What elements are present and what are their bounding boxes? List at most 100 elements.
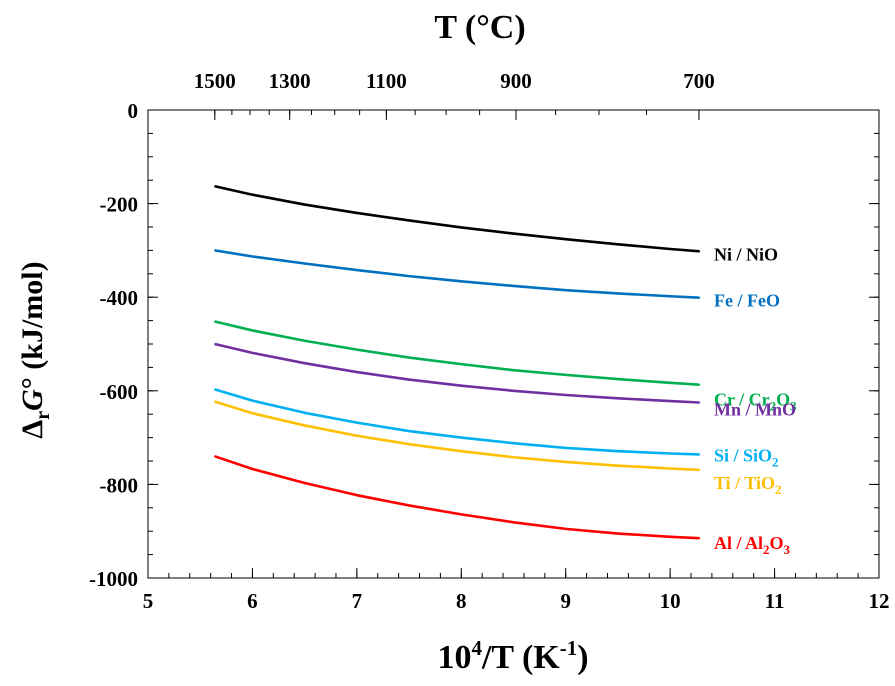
series-label: Mn / MnO — [714, 400, 796, 420]
y-tick-label: -400 — [100, 286, 139, 310]
series-point — [408, 378, 410, 381]
x-axis-label-end: ) — [577, 639, 588, 676]
series-point — [512, 390, 515, 392]
series-point — [251, 255, 254, 258]
series-point — [356, 494, 358, 496]
series-label-part: 2 — [775, 482, 782, 497]
x-tick-label: 7 — [352, 589, 363, 613]
series-point — [214, 343, 216, 345]
series-label-part: 2 — [770, 399, 777, 414]
series-point — [512, 456, 515, 459]
y-axis-label-deg: ° — [16, 377, 49, 389]
series-label: Fe / FeO — [714, 291, 780, 311]
series-point — [669, 467, 671, 470]
y-axis-label-g: G — [16, 389, 49, 411]
series-label-part: Ni / NiO — [714, 244, 778, 264]
series-point — [303, 262, 306, 265]
series-label-part: Cr / Cr — [714, 390, 770, 410]
y-axis-label-rest: (kJ/mol) — [16, 261, 49, 377]
top-tick-label: 1300 — [269, 69, 311, 93]
x-tick-label: 9 — [560, 589, 571, 613]
x-tick-label: 12 — [869, 589, 890, 613]
series-label: Ni / NiO — [714, 244, 778, 264]
series-label-part: Al / Al — [714, 533, 763, 553]
series-label-part: 2 — [763, 542, 770, 557]
plot-frame — [147, 109, 880, 579]
series-point — [408, 356, 410, 359]
series-label-part: 3 — [790, 399, 797, 414]
series-label-part: Si / SiO — [714, 445, 772, 465]
y-tick-label: -800 — [100, 473, 139, 497]
series-point — [460, 513, 463, 516]
series-point — [214, 185, 216, 188]
top-tick-label: 900 — [500, 69, 532, 93]
series-point — [303, 411, 306, 414]
x-tick-label: 11 — [765, 589, 785, 613]
series-point — [617, 464, 619, 467]
series-point — [698, 469, 701, 471]
series-point — [617, 450, 619, 452]
series-point — [512, 285, 515, 287]
series-label-part: Ti / TiO — [714, 473, 775, 493]
series-point — [698, 296, 701, 299]
x-tick-label: 8 — [456, 589, 467, 613]
y-axis-label: ΔrG° (kJ/mol) — [16, 261, 54, 438]
series-point — [356, 212, 358, 214]
series-label-part: Fe / FeO — [714, 291, 780, 311]
series-point — [512, 369, 515, 372]
series-line — [214, 249, 700, 299]
x-tick-label: 5 — [143, 589, 154, 613]
series-point — [512, 232, 515, 235]
x-axis-label-sup2: -1 — [560, 636, 578, 660]
x-tick-label: 6 — [247, 589, 258, 613]
x-axis-label: 104/T (K-1) — [437, 636, 588, 676]
series-point — [251, 399, 254, 402]
series-point — [356, 348, 358, 351]
series-point — [251, 193, 254, 196]
series-point — [303, 424, 306, 427]
series-point — [356, 434, 358, 437]
series-point — [698, 453, 701, 456]
series-point — [512, 521, 515, 524]
series-point — [251, 412, 254, 415]
series-point — [669, 536, 671, 538]
series-point — [564, 528, 567, 530]
series-point — [303, 362, 306, 364]
series-label-part: Mn / MnO — [714, 400, 796, 420]
series-point — [564, 238, 567, 240]
series-point — [617, 532, 619, 535]
series-point — [214, 249, 216, 252]
series-point — [460, 436, 463, 439]
ticks-layer: 5 6 7 8 9 10 11 12 0 -200 -400 -600 -800 -1000 1500 130… — [89, 69, 890, 613]
x-axis-label-sup1: 4 — [471, 636, 482, 660]
series-point — [214, 320, 216, 323]
series-point — [460, 226, 463, 229]
series-label-part: 3 — [784, 542, 791, 557]
series-point — [698, 537, 701, 540]
y-tick-label: -200 — [100, 193, 139, 217]
series-point — [564, 447, 567, 449]
series-point — [460, 280, 463, 283]
series-point — [303, 203, 306, 206]
series-label: Si / SiO2 — [714, 445, 779, 469]
series-point — [251, 352, 254, 354]
series-point — [669, 295, 671, 298]
series-point — [408, 219, 410, 222]
series-point — [460, 384, 463, 387]
series-point — [408, 430, 410, 432]
series-point — [408, 443, 410, 445]
series-point — [564, 374, 567, 376]
series-point — [564, 289, 567, 291]
series-point — [617, 378, 619, 380]
series-point — [356, 269, 358, 271]
series-label: Ti / TiO2 — [714, 473, 782, 497]
series-point — [617, 292, 619, 295]
series-point — [214, 455, 216, 458]
series-label-part: 2 — [772, 454, 779, 469]
series-point — [460, 363, 463, 365]
series-point — [698, 250, 701, 253]
series-label-part: O — [776, 390, 790, 410]
series-point — [564, 394, 567, 396]
